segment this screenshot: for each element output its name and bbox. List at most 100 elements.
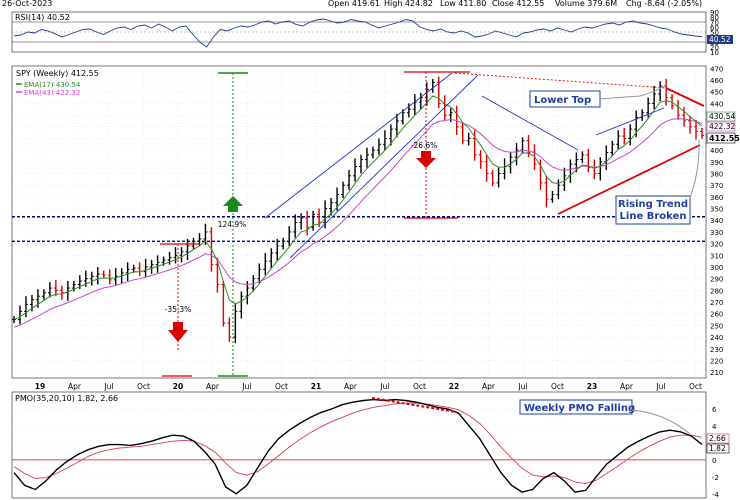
rsi-tick-label: 20 — [710, 44, 719, 52]
ema43-legend: EMA(43) 422.32 — [24, 89, 80, 97]
ema43-price-label: 422.32 — [706, 121, 735, 132]
price-tick-label: 210 — [710, 369, 723, 377]
header-high: High 424.82 — [384, 0, 433, 8]
x-tick-label: Apr — [620, 382, 634, 391]
header-close: Close 412.55 — [492, 0, 545, 8]
rsi-panel: RSI(14) 40.52 908070605040302010 40.52 — [11, 9, 733, 57]
price-tick-label: 360 — [710, 194, 723, 202]
lower-top-line — [665, 87, 705, 107]
price-panel: 4704604504404304204104003903803703603503… — [11, 65, 740, 498]
rising-trend-label: Line Broken — [620, 211, 687, 222]
price-tick-label: 300 — [710, 264, 723, 272]
price-tick-label: 440 — [710, 100, 723, 108]
x-tick-label: 21 — [311, 382, 321, 391]
price-tick-label: 330 — [710, 229, 723, 237]
pmo-falling-dash — [371, 397, 457, 413]
uptrend-channel-upper — [264, 72, 453, 219]
price-tick-label: 250 — [710, 322, 723, 330]
price-tick-label: 310 — [710, 252, 723, 260]
price-tick-label: 400 — [710, 147, 723, 155]
rsi-last-label: 40.52 — [707, 35, 733, 44]
rise-2020-label: 124.9% — [218, 220, 247, 229]
header-open: Open 419.61 — [328, 0, 380, 8]
svg-text:1.82: 1.82 — [709, 444, 726, 453]
x-tick-label: Jul — [379, 382, 389, 391]
price-tick-label: 240 — [710, 334, 723, 342]
header-low: Low 411.80 — [440, 0, 487, 8]
price-tick-label: 270 — [710, 299, 723, 307]
header-chg: Chg -8.64 (-2.05%) — [626, 0, 703, 8]
x-tick-label: Oct — [689, 382, 702, 391]
drop-2022-label: -26.6% — [411, 141, 438, 150]
pmo-tick-label: -4 — [712, 491, 720, 499]
ema17-line — [13, 95, 703, 321]
ema17-price-label: 430.54 — [706, 111, 735, 122]
rsi-tick-label: 80 — [710, 14, 719, 22]
pmo-tick-label: -2 — [712, 474, 719, 482]
channel-lines — [160, 71, 705, 377]
price-tick-label: 380 — [710, 171, 723, 179]
pmo-title: PMO(35,20,10) 1.82, 2.66 — [15, 394, 118, 403]
svg-text:430.54: 430.54 — [709, 112, 735, 121]
svg-text:422.32: 422.32 — [709, 122, 735, 131]
drop-arrow-icon — [168, 322, 188, 342]
pmo-line — [13, 398, 703, 495]
price-tick-label: 460 — [710, 77, 723, 85]
x-tick-label: Oct — [137, 382, 150, 391]
x-tick-label: 22 — [449, 382, 459, 391]
pmo-tick-label: 4 — [712, 423, 717, 431]
ema17-legend: EMA(17) 430.54 — [24, 81, 81, 89]
pmo-signal-label: 2.66 — [706, 433, 730, 444]
pmo-tick-label: 6 — [712, 406, 717, 414]
svg-text:412.55: 412.55 — [709, 134, 740, 143]
pmo-tick-label: 0 — [712, 457, 716, 465]
price-tick-label: 390 — [710, 159, 723, 167]
price-tick-label: 450 — [710, 89, 723, 97]
svg-text:40.52: 40.52 — [709, 35, 731, 44]
header-volume: Volume 379.6M — [555, 0, 618, 8]
price-tick-label: 370 — [710, 182, 723, 190]
x-tick-label: 23 — [587, 382, 597, 391]
pmo-panel: 6420-2-4 PMO(35,20,10) 1.82, 2.66 Weekly… — [11, 391, 730, 499]
x-tick-label: Apr — [482, 382, 496, 391]
rsi-title: RSI(14) 40.52 — [15, 13, 70, 22]
x-tick-label: Jul — [655, 382, 665, 391]
x-tick-label: Apr — [344, 382, 358, 391]
lower-top-label: Lower Top — [534, 95, 591, 106]
rsi-tick-label: 50 — [710, 29, 719, 37]
last-price-label: 412.55 — [706, 132, 740, 144]
rise-arrow-icon — [223, 196, 243, 212]
price-tick-label: 280 — [710, 287, 723, 295]
rising-trend-box — [615, 195, 691, 225]
ema43-line — [13, 118, 703, 328]
drop2022-arrow-icon — [416, 151, 436, 168]
x-tick-label: Oct — [413, 382, 426, 391]
rising-trend-line — [557, 144, 701, 215]
price-tick-label: 290 — [710, 276, 723, 284]
price-title: SPY (Weekly) 412.55 — [16, 69, 99, 78]
x-tick-label: Oct — [275, 382, 288, 391]
x-axis: 19 Apr Jul Oct 20 Apr Jul Oct 21 Apr Jul Oct 22 Apr Ju… — [35, 382, 702, 391]
x-tick-label: Jul — [517, 382, 527, 391]
x-tick-label: Jul — [241, 382, 251, 391]
lower-top-pointer — [599, 85, 665, 100]
rsi-line — [13, 18, 703, 48]
price-tick-label: 340 — [710, 217, 723, 225]
pmo-annotation: Weekly PMO Falling — [519, 399, 691, 435]
price-tick-label: 470 — [710, 65, 723, 73]
drop-2020-label: -35.3% — [165, 305, 192, 314]
header-date: 26-Oct-2023 — [2, 0, 53, 8]
rsi-tick-label: 10 — [710, 49, 719, 57]
downtrend-channel — [481, 95, 579, 151]
svg-text:Weekly PMO Falling: Weekly PMO Falling — [524, 403, 635, 414]
header-bar: 26-Oct-2023 Open 419.61 High 424.82 Low … — [0, 0, 740, 9]
svg-text:2.66: 2.66 — [709, 434, 726, 443]
price-tick-label: 220 — [710, 357, 723, 365]
x-tick-label: Oct — [551, 382, 564, 391]
x-tick-label: 19 — [35, 382, 45, 391]
rsi-tick-label: 70 — [710, 19, 719, 27]
rising-channel-upper — [595, 107, 665, 136]
x-tick-label: Apr — [68, 382, 82, 391]
rising-trend-pointer — [689, 139, 700, 199]
